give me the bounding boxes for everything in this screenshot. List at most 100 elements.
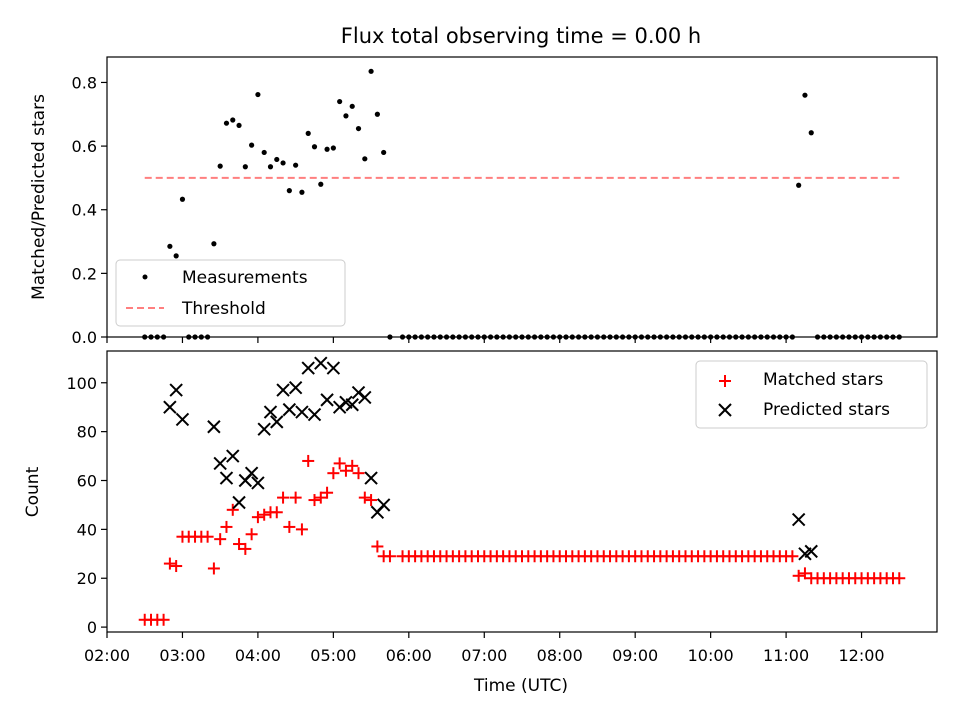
predicted-point xyxy=(244,466,259,480)
matched-point xyxy=(220,520,233,533)
predicted-point xyxy=(301,361,315,375)
count-x-tick-label: 05:00 xyxy=(310,646,356,665)
matched-point xyxy=(283,520,296,533)
predicted-point xyxy=(219,471,234,485)
matched-point xyxy=(346,459,359,472)
predicted-points xyxy=(163,356,818,561)
measurement-point xyxy=(293,162,299,168)
measurement-point xyxy=(280,160,286,166)
predicted-point xyxy=(175,412,190,427)
legend-measurement-marker xyxy=(142,274,148,280)
matched-point xyxy=(327,467,340,480)
predicted-point xyxy=(804,544,818,559)
ratio-legend-box xyxy=(115,259,346,327)
matched-point xyxy=(339,464,352,477)
predicted-point xyxy=(288,380,303,395)
matched-point xyxy=(245,528,258,541)
measurement-point xyxy=(368,68,374,74)
legend-matched-marker xyxy=(719,375,731,387)
count-x-tick-label: 11:00 xyxy=(763,646,809,665)
measurement-point xyxy=(211,241,217,247)
measurement-point xyxy=(330,145,336,151)
predicted-point xyxy=(207,420,221,434)
measurement-point xyxy=(349,103,355,109)
ratio-y-tick-label: 0.8 xyxy=(72,73,97,92)
measurement-point xyxy=(802,92,808,98)
matched-point xyxy=(163,557,176,570)
matched-point xyxy=(239,542,252,555)
predicted-point xyxy=(314,356,328,370)
count-legend: Matched stars Predicted stars xyxy=(695,360,928,429)
predicted-point xyxy=(791,512,806,527)
measurement-point xyxy=(267,164,274,170)
matched-point xyxy=(251,511,264,524)
measurement-point xyxy=(217,163,223,169)
matched-point xyxy=(371,540,384,553)
measurement-point xyxy=(311,144,318,150)
measurement-point xyxy=(299,189,305,195)
legend-measurements-label: Measurements xyxy=(182,268,308,288)
ratio-y-axis: 0.0 0.2 0.4 0.6 0.8 xyxy=(72,73,107,347)
measurement-point xyxy=(274,156,280,163)
matched-point xyxy=(383,550,396,563)
measurement-point xyxy=(236,122,242,129)
measurement-point xyxy=(230,117,236,123)
count-x-tick-label: 12:00 xyxy=(838,646,884,665)
predicted-point xyxy=(251,476,265,490)
matched-point xyxy=(295,523,308,536)
measurement-point xyxy=(337,98,343,105)
matched-point xyxy=(798,567,811,580)
legend-matched-label: Matched stars xyxy=(763,370,883,390)
predicted-point xyxy=(345,398,359,412)
matched-point xyxy=(201,530,214,543)
matched-point xyxy=(302,454,315,467)
matched-point xyxy=(314,491,327,504)
measurement-point xyxy=(324,146,330,152)
ratio-y-tick-label: 0.2 xyxy=(72,264,97,283)
count-y-tick-label: 0 xyxy=(87,618,97,637)
matched-point xyxy=(270,506,283,519)
legend-predicted-marker xyxy=(718,403,732,417)
predicted-point xyxy=(276,383,290,397)
measurement-point xyxy=(167,243,173,249)
predicted-point xyxy=(270,415,284,429)
measurement-point xyxy=(173,253,179,259)
count-y-axis: 0 20 40 60 80 100 xyxy=(66,374,107,637)
matched-points xyxy=(138,454,906,626)
measurement-point xyxy=(286,188,292,194)
predicted-point xyxy=(376,498,391,512)
matched-point xyxy=(365,494,378,507)
chart-title: Flux total observing time = 0.00 h xyxy=(341,24,701,48)
x-axis-label: Time (UTC) xyxy=(473,676,568,696)
matched-point xyxy=(352,467,365,480)
count-x-tick-label: 10:00 xyxy=(688,646,734,665)
measurement-point xyxy=(223,120,230,126)
matched-point xyxy=(233,538,246,551)
count-y-tick-label: 100 xyxy=(66,374,97,393)
count-y-tick-label: 40 xyxy=(77,520,97,539)
predicted-point xyxy=(358,390,372,405)
matched-point xyxy=(289,491,302,504)
matched-point xyxy=(358,491,371,504)
ratio-legend: Measurements Threshold xyxy=(115,259,346,327)
ratio-panel: 0.00.20.40.60.8 Matched/Predicted stars … xyxy=(29,56,938,347)
predicted-point xyxy=(326,361,341,375)
count-x-tick-label: 04:00 xyxy=(235,646,281,665)
predicted-point xyxy=(163,400,177,414)
measurement-point xyxy=(362,156,368,162)
count-x-tick-label: 03:00 xyxy=(159,646,205,665)
predicted-point xyxy=(307,407,322,422)
count-x-tick-label: 09:00 xyxy=(612,646,658,665)
predicted-point xyxy=(320,393,334,407)
count-y-tick-label: 20 xyxy=(77,569,97,588)
count-legend-box xyxy=(695,360,928,429)
predicted-point xyxy=(226,449,240,463)
matched-point xyxy=(170,560,183,573)
matched-point xyxy=(157,613,170,626)
matched-point xyxy=(226,503,239,516)
ratio-plot-frame xyxy=(106,56,938,338)
measurement-point xyxy=(255,91,261,98)
matched-point xyxy=(277,491,290,504)
predicted-point xyxy=(213,456,227,471)
